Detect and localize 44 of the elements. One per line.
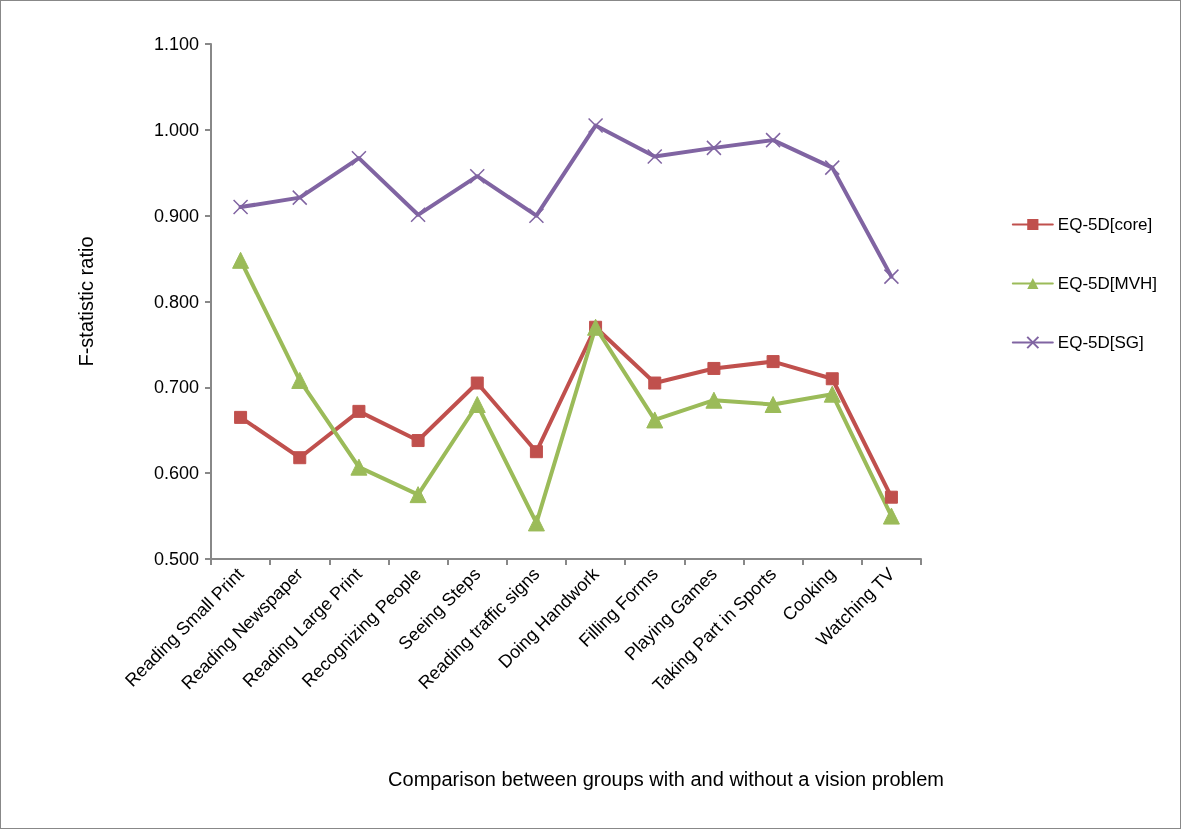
point	[528, 207, 545, 224]
point	[468, 396, 486, 413]
y-tick-label: 1.000	[153, 119, 199, 140]
point	[527, 514, 545, 532]
point	[648, 376, 662, 390]
y-tick-label: 0.500	[153, 549, 199, 569]
point	[646, 411, 664, 429]
point	[232, 251, 250, 269]
point	[764, 396, 782, 413]
point	[234, 410, 248, 424]
point	[707, 361, 721, 375]
x-axis-title: Comparison between groups with and without a vision problem	[388, 768, 944, 790]
point	[882, 507, 900, 525]
point	[587, 117, 604, 134]
point	[765, 132, 781, 148]
point	[706, 140, 722, 156]
point	[705, 391, 723, 409]
y-axis-title: F-statistic ratio	[75, 236, 97, 367]
point	[647, 148, 663, 165]
point	[352, 404, 366, 418]
point	[883, 268, 900, 285]
legend-label: EQ-5D[core]	[1057, 215, 1153, 234]
point	[470, 376, 484, 390]
point	[350, 458, 368, 476]
point	[409, 486, 427, 504]
point	[824, 159, 840, 176]
point	[469, 168, 485, 184]
point	[292, 189, 308, 206]
legend-label: EQ-5D[MVH]	[1057, 274, 1158, 293]
point	[884, 490, 898, 504]
point	[411, 434, 425, 448]
point	[766, 355, 780, 369]
point	[293, 451, 307, 465]
legend-label: EQ-5D[SG]	[1057, 333, 1144, 352]
y-tick-label: 1.100	[153, 34, 199, 54]
y-tick-label: 0.700	[153, 377, 199, 398]
point	[529, 445, 543, 459]
y-tick-label: 0.800	[153, 291, 199, 312]
point	[823, 385, 841, 403]
point	[825, 372, 839, 386]
y-tick-label: 0.600	[153, 463, 199, 484]
point	[291, 371, 309, 389]
y-tick-label: 0.900	[153, 205, 199, 226]
point	[232, 199, 249, 215]
